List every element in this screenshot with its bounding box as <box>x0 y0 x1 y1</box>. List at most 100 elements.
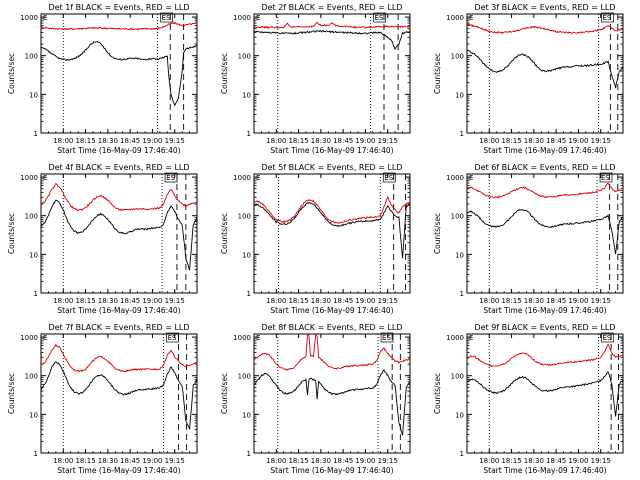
x-tick-label: 18:00 <box>479 137 499 145</box>
corner-label-mid: ES <box>602 334 611 342</box>
chart-title: Det 9f BLACK = Events, RED = LLD <box>474 323 615 332</box>
x-tick-label: 19:15 <box>378 137 398 145</box>
x-tick-label: 18:30 <box>311 457 331 465</box>
x-tick-label: 19:00 <box>142 137 162 145</box>
y-tick-label: 10 <box>242 91 251 99</box>
x-tick-label: 18:00 <box>266 297 286 305</box>
x-tick-label: 19:00 <box>355 457 375 465</box>
x-tick-label: 18:30 <box>98 137 118 145</box>
x-axis-label: Start Time (16-May-09 17:46:40) <box>57 146 180 155</box>
lld-series-line <box>253 195 411 224</box>
corner-label-mid: ES <box>168 334 177 342</box>
y-tick-label: 10 <box>29 91 38 99</box>
events-series-line <box>466 49 624 89</box>
corner-box <box>382 172 396 183</box>
x-tick-label: 18:45 <box>333 457 353 465</box>
y-tick-label: 1 <box>34 450 38 458</box>
y-tick-label: 10 <box>455 91 464 99</box>
plot-frame <box>253 333 411 454</box>
x-tick-label: 18:00 <box>266 457 286 465</box>
chart-title: Det 8f BLACK = Events, RED = LLD <box>261 323 402 332</box>
y-tick-label: 100 <box>451 53 464 61</box>
lld-series-line <box>466 343 624 367</box>
corner-label-left: E <box>469 174 473 182</box>
corner-box <box>164 172 178 183</box>
x-tick-label: 18:15 <box>75 297 95 305</box>
y-tick-label: 1 <box>247 450 251 458</box>
events-series-line <box>466 371 624 417</box>
corner-label-left: E <box>469 334 473 342</box>
y-tick-label: 1 <box>460 130 464 138</box>
y-tick-label: 1000 <box>233 174 251 182</box>
x-tick-label: 18:15 <box>501 297 521 305</box>
y-tick-label: 1000 <box>20 174 38 182</box>
y-tick-label: 100 <box>238 213 251 221</box>
chart-panel-9: Det 9f BLACK = Events, RED = LLD 1 10 100 10… <box>433 323 624 475</box>
y-tick-label: 1000 <box>446 14 464 22</box>
x-tick-label: 18:45 <box>120 137 140 145</box>
chart-panel-5: Det 5f BLACK = Events, RED = LLD 1 10 100 10… <box>220 163 411 315</box>
events-series-line <box>40 199 198 271</box>
lld-series-line <box>40 343 198 373</box>
x-tick-label: 19:00 <box>142 457 162 465</box>
corner-label-left: E <box>256 174 260 182</box>
lld-series-line <box>466 23 624 35</box>
events-series-line <box>253 202 411 259</box>
corner-box <box>380 332 394 343</box>
x-tick-label: 19:00 <box>355 297 375 305</box>
corner-label-left: E <box>43 14 47 22</box>
corner-box <box>373 12 386 23</box>
y-tick-label: 10 <box>455 251 464 259</box>
plot-frame <box>253 173 411 294</box>
y-tick-label: 100 <box>238 53 251 61</box>
x-tick-label: 19:00 <box>568 297 588 305</box>
y-axis-label: Counts/sec <box>433 213 442 254</box>
chart-title: Det 3f BLACK = Events, RED = LLD <box>474 3 615 12</box>
x-tick-label: 18:45 <box>120 297 140 305</box>
chart-title: Det 1f BLACK = Events, RED = LLD <box>48 3 189 12</box>
y-tick-label: 1 <box>460 290 464 298</box>
y-axis-label: Counts/sec <box>220 373 229 414</box>
chart-panel-2: Det 2f BLACK = Events, RED = LLD 1 10 100 10… <box>220 3 411 155</box>
plot-frame <box>40 333 198 454</box>
x-tick-label: 18:00 <box>479 297 499 305</box>
x-tick-label: 18:30 <box>524 137 544 145</box>
corner-label-left: E <box>256 334 260 342</box>
x-tick-label: 18:00 <box>53 137 73 145</box>
x-tick-label: 19:15 <box>591 457 611 465</box>
x-axis-label: Start Time (16-May-09 17:46:40) <box>483 146 606 155</box>
events-series-line <box>253 369 411 436</box>
x-tick-label: 18:45 <box>333 137 353 145</box>
y-axis-label: Counts/sec <box>220 213 229 254</box>
y-tick-label: 1000 <box>20 334 38 342</box>
corner-label-left: E <box>43 174 47 182</box>
chart-panel-3: Det 3f BLACK = Events, RED = LLD 1 10 100 10… <box>433 3 624 155</box>
x-axis-label: Start Time (16-May-09 17:46:40) <box>483 466 606 475</box>
events-series-line <box>253 30 411 51</box>
y-tick-label: 10 <box>29 411 38 419</box>
x-tick-label: 19:15 <box>165 297 185 305</box>
x-tick-label: 19:00 <box>142 297 162 305</box>
y-axis-label: Counts/sec <box>7 373 16 414</box>
chart-title: Det 7f BLACK = Events, RED = LLD <box>48 323 189 332</box>
x-tick-label: 18:30 <box>524 457 544 465</box>
x-axis-label: Start Time (16-May-09 17:46:40) <box>57 306 180 315</box>
corner-label-left: E <box>469 14 473 22</box>
y-tick-label: 1 <box>34 130 38 138</box>
x-tick-label: 18:15 <box>501 137 521 145</box>
y-tick-label: 10 <box>242 411 251 419</box>
plot-frame <box>466 13 624 134</box>
corner-box <box>601 12 614 23</box>
x-tick-label: 19:00 <box>568 457 588 465</box>
x-tick-label: 18:45 <box>120 457 140 465</box>
lld-series-line <box>40 21 198 31</box>
y-tick-label: 100 <box>238 373 251 381</box>
chart-title: Det 6f BLACK = Events, RED = LLD <box>474 163 615 172</box>
lld-series-line <box>466 182 624 199</box>
chart-title: Det 5f BLACK = Events, RED = LLD <box>261 163 402 172</box>
x-axis-label: Start Time (16-May-09 17:46:40) <box>270 146 393 155</box>
corner-box <box>166 332 179 343</box>
x-tick-label: 18:00 <box>479 457 499 465</box>
chart-panel-8: Det 8f BLACK = Events, RED = LLD 1 10 100 10… <box>220 323 411 475</box>
